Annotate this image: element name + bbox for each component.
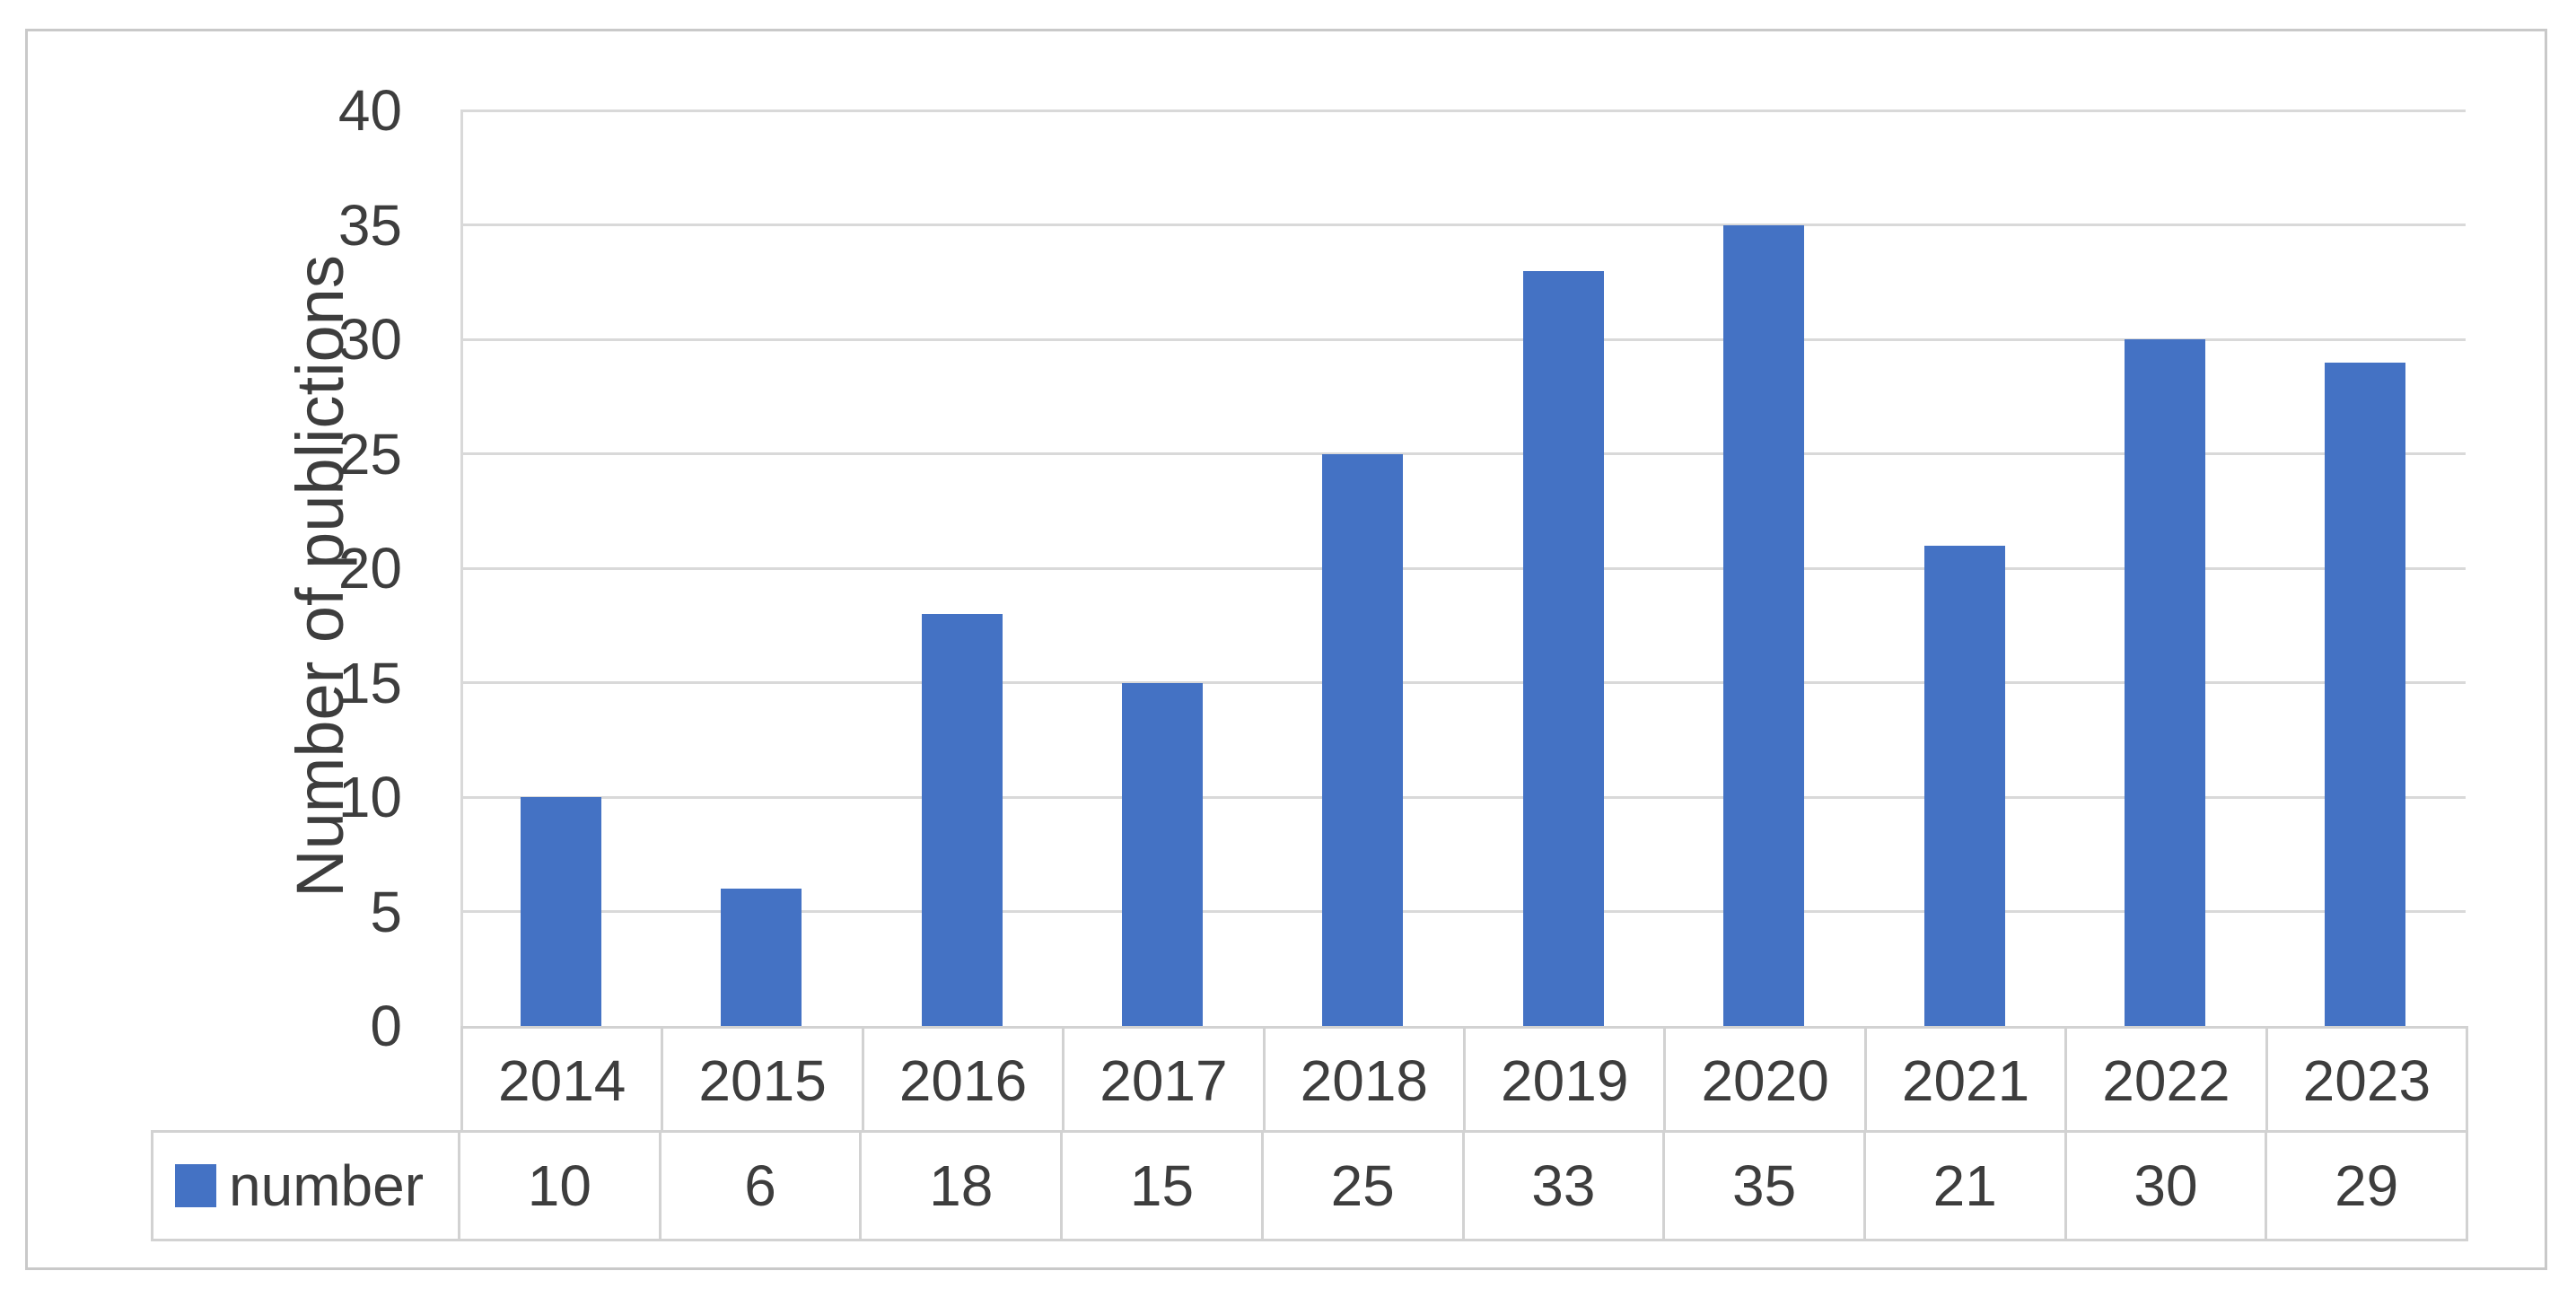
gridline — [460, 224, 2466, 226]
gridline — [460, 452, 2466, 455]
y-tick-label: 35 — [337, 193, 402, 258]
gridline — [460, 796, 2466, 799]
gridline — [460, 910, 2466, 913]
data-table-value: 33 — [1465, 1133, 1666, 1239]
data-table-value: 18 — [862, 1133, 1064, 1239]
y-tick-label: 20 — [337, 536, 402, 600]
bar-2014 — [521, 797, 601, 1026]
bar-2018 — [1322, 454, 1403, 1027]
data-table-value: 21 — [1866, 1133, 2067, 1239]
category-label: 2016 — [864, 1029, 1065, 1133]
data-table-value: 25 — [1264, 1133, 1465, 1239]
y-tick-label: 15 — [337, 651, 402, 715]
bar-2022 — [2125, 339, 2205, 1026]
data-table-value: 30 — [2067, 1133, 2268, 1239]
legend-label: number — [229, 1153, 424, 1218]
y-tick-label: 10 — [337, 765, 402, 829]
bar-2016 — [922, 614, 1003, 1026]
category-label: 2015 — [663, 1029, 864, 1133]
data-table-value: 15 — [1063, 1133, 1264, 1239]
category-label: 2019 — [1466, 1029, 1667, 1133]
bar-2017 — [1122, 683, 1203, 1027]
bar-2023 — [2325, 363, 2405, 1027]
gridline — [460, 681, 2466, 684]
category-label: 2020 — [1666, 1029, 1867, 1133]
legend-swatch — [175, 1164, 216, 1207]
bar-2015 — [721, 889, 802, 1026]
legend-cell: number — [153, 1133, 460, 1239]
category-label: 2022 — [2067, 1029, 2268, 1133]
gridline — [460, 110, 2466, 112]
y-tick-label: 0 — [370, 994, 402, 1058]
data-table-row: number 10 6 18 15 25 33 35 21 30 29 — [151, 1130, 2469, 1241]
data-table-value: 35 — [1665, 1133, 1866, 1239]
category-label: 2014 — [463, 1029, 664, 1133]
y-axis-line — [460, 110, 463, 1028]
category-axis-row: 2014 2015 2016 2017 2018 2019 2020 2021 2022 2023 — [460, 1026, 2469, 1133]
category-label: 2018 — [1266, 1029, 1467, 1133]
category-label: 2023 — [2268, 1029, 2469, 1133]
y-tick-label: 25 — [337, 422, 402, 486]
y-tick-label: 5 — [370, 880, 402, 944]
gridline — [460, 567, 2466, 570]
y-tick-label: 30 — [337, 307, 402, 372]
bar-2021 — [1924, 546, 2005, 1027]
category-label: 2017 — [1065, 1029, 1266, 1133]
category-label: 2021 — [1867, 1029, 2068, 1133]
data-table-value: 6 — [662, 1133, 863, 1239]
gridline — [460, 338, 2466, 341]
bar-2019 — [1523, 271, 1604, 1027]
bar-2020 — [1723, 225, 1804, 1027]
data-table-value: 29 — [2267, 1133, 2469, 1239]
data-table-value: 10 — [460, 1133, 662, 1239]
y-tick-label: 40 — [337, 78, 402, 143]
